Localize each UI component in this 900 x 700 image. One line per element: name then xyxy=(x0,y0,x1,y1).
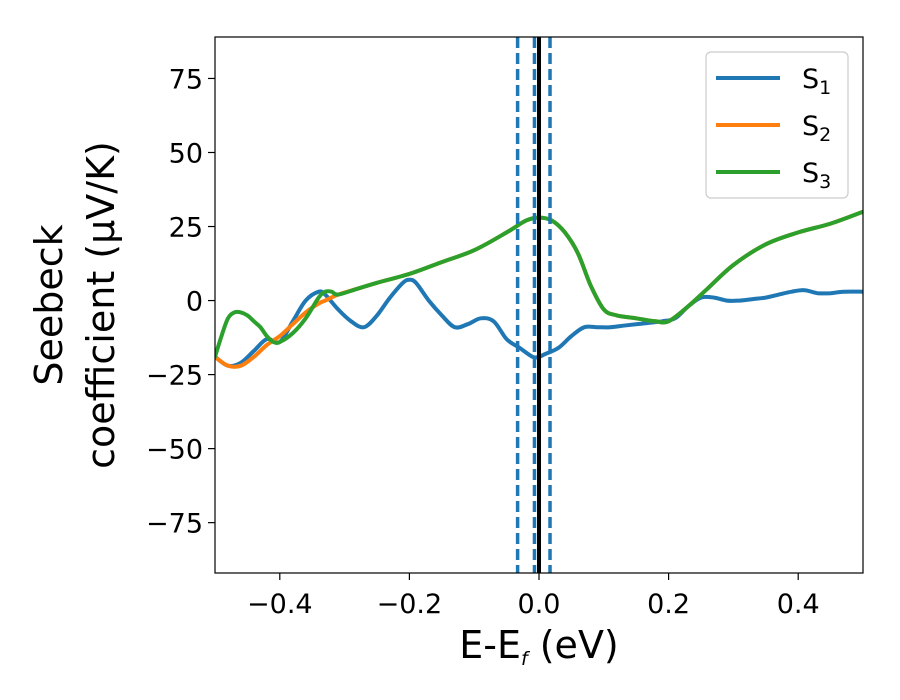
x-axis-title: E-Ef (eV) xyxy=(459,623,619,670)
y-tick-label: −50 xyxy=(146,435,203,466)
x-tick-label: −0.4 xyxy=(247,589,313,620)
series-layer xyxy=(215,209,863,369)
y-tick-label: −25 xyxy=(146,361,203,392)
y-axis-title: Seebeck coefficient (μV/K) xyxy=(27,141,123,469)
legend-label-s3: S3 xyxy=(802,158,831,193)
y-axis: 75 50 25 0 −25 −50 −75 xyxy=(146,64,215,540)
x-tick-label: 0.2 xyxy=(647,589,690,620)
y-axis-title-line1: Seebeck xyxy=(27,224,71,385)
y-tick-label: −75 xyxy=(146,509,203,540)
x-tick-label: −0.2 xyxy=(377,589,443,620)
legend-label-s1: S1 xyxy=(802,64,831,99)
y-axis-title-line2: coefficient (μV/K) xyxy=(79,141,123,469)
y-tick-label: 0 xyxy=(186,287,203,318)
series-line-s3 xyxy=(215,209,863,359)
y-tick-label: 25 xyxy=(169,213,203,244)
x-tick-label: 0.4 xyxy=(777,589,820,620)
x-tick-label: 0.0 xyxy=(518,589,561,620)
legend-label-s2: S2 xyxy=(802,111,831,146)
x-axis: −0.4 −0.2 0.0 0.2 0.4 xyxy=(247,573,820,620)
legend: S1 S2 S3 xyxy=(705,51,849,199)
y-tick-label: 75 xyxy=(169,64,203,95)
y-tick-label: 50 xyxy=(169,138,203,169)
reference-lines xyxy=(515,37,552,573)
